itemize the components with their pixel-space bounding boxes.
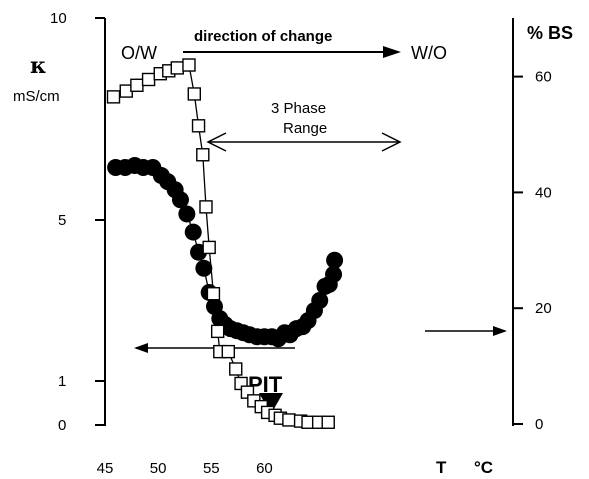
kappa-point: [171, 191, 189, 209]
bs-point: [191, 119, 206, 133]
bs-point: [210, 324, 225, 339]
x-tick-label: 50: [150, 460, 167, 477]
x-label-T: T: [436, 458, 447, 477]
x-tick-label: 60: [256, 460, 273, 477]
left-tick-label-5: 5: [58, 212, 66, 229]
bs-point: [196, 148, 210, 162]
series-1-line: [113, 64, 329, 423]
bs-point: [170, 61, 184, 75]
left-tick-marks: [95, 17, 105, 426]
bs-point: [182, 58, 196, 72]
kappa-point: [311, 292, 329, 309]
right-ticks: 0 20 40 60: [513, 69, 552, 433]
bs-point: [282, 413, 296, 427]
wo-label: W/O: [411, 43, 447, 63]
bs-point: [321, 415, 335, 429]
series-layer: [106, 58, 344, 429]
kappa-unit: mS/cm: [13, 88, 60, 105]
direction-label: direction of change: [194, 28, 332, 45]
phase-range-right-head: [381, 132, 402, 152]
bs-point: [229, 362, 243, 376]
direction-arrowhead: [383, 46, 401, 58]
right-tick-label: 20: [535, 300, 552, 317]
right-tick-label: 40: [535, 184, 552, 201]
bs-point: [130, 78, 144, 92]
x-label-unit: °C: [474, 458, 493, 477]
bs-point: [199, 200, 213, 214]
bs-point: [202, 240, 216, 255]
kappa-point: [325, 265, 343, 283]
bs-point: [221, 344, 236, 359]
kappa-point: [178, 205, 196, 223]
kappa-point: [326, 251, 344, 269]
left-tick-label-10: 10: [50, 10, 67, 27]
bs-point: [187, 87, 201, 101]
kappa-symbol: κ: [30, 53, 47, 79]
x-ticks: 45 50 55 60: [97, 460, 273, 477]
right-tick-label: 0: [535, 416, 543, 433]
left-tick-label-1: 1: [58, 373, 66, 390]
left-tick-label-0: 0: [58, 417, 66, 434]
right-axis-indicator-head: [493, 326, 507, 336]
ow-label: O/W: [121, 43, 157, 63]
x-tick-label: 55: [203, 460, 220, 477]
x-tick-label: 45: [97, 460, 114, 477]
left-axis-indicator-head: [134, 343, 148, 353]
right-axis-label: % BS: [527, 23, 573, 43]
phase-label-line1: 3 Phase: [271, 100, 326, 117]
phase-range-left-head: [206, 132, 227, 152]
phase-label-line2: Range: [283, 120, 327, 137]
bs-point: [206, 287, 221, 301]
right-tick-label: 60: [535, 69, 552, 86]
bs-point: [141, 72, 156, 87]
pit-marker: [259, 393, 283, 414]
kappa-point: [184, 223, 202, 241]
kappa-point: [195, 259, 213, 277]
bs-point: [106, 90, 121, 104]
